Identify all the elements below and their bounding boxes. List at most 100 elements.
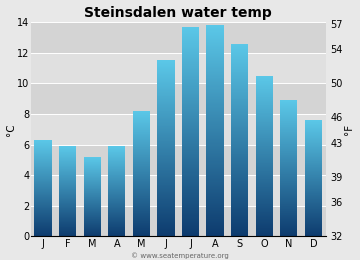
Bar [182, 198, 199, 199]
Bar [35, 215, 51, 216]
Bar [207, 77, 224, 78]
Bar [182, 144, 199, 145]
Bar [280, 220, 297, 221]
Bar [207, 98, 224, 99]
Bar [207, 61, 224, 62]
Bar [256, 81, 273, 82]
Bar [280, 214, 297, 215]
Bar [207, 199, 224, 200]
Bar [35, 193, 51, 194]
Bar [157, 98, 175, 99]
Bar [157, 122, 175, 123]
Bar [231, 105, 248, 106]
Bar [157, 170, 175, 171]
Bar [84, 185, 101, 186]
Bar [157, 66, 175, 67]
Bar [182, 73, 199, 74]
Bar [256, 195, 273, 196]
Bar [108, 211, 125, 212]
Bar [157, 65, 175, 66]
Bar [157, 114, 175, 115]
Bar [35, 204, 51, 205]
Bar [84, 213, 101, 214]
Bar [207, 177, 224, 178]
Bar [305, 129, 322, 130]
Bar [35, 207, 51, 208]
Bar [59, 208, 76, 209]
Bar [305, 189, 322, 190]
Bar [133, 192, 150, 193]
Bar [207, 48, 224, 49]
Bar [182, 172, 199, 173]
Bar [305, 153, 322, 154]
Bar [59, 201, 76, 202]
Bar [133, 190, 150, 191]
Bar [182, 35, 199, 36]
Bar [35, 194, 51, 195]
Bar [231, 147, 248, 148]
Bar [231, 166, 248, 167]
Bar [305, 154, 322, 155]
Bar [182, 30, 199, 31]
Bar [231, 191, 248, 192]
Bar [157, 142, 175, 143]
Bar [280, 143, 297, 144]
Bar [133, 233, 150, 234]
Bar [182, 99, 199, 100]
Bar [84, 196, 101, 197]
Text: © www.seatemperature.org: © www.seatemperature.org [131, 252, 229, 259]
Bar [207, 146, 224, 147]
Bar [182, 60, 199, 61]
Bar [231, 217, 248, 218]
Bar [157, 79, 175, 80]
Bar [182, 122, 199, 123]
Bar [133, 235, 150, 236]
Bar [108, 228, 125, 229]
Bar [35, 145, 51, 146]
Bar [231, 53, 248, 54]
Bar [231, 50, 248, 51]
Bar [207, 188, 224, 189]
Bar [256, 104, 273, 105]
Bar [280, 205, 297, 206]
Bar [280, 147, 297, 148]
Bar [280, 187, 297, 188]
Bar [182, 63, 199, 64]
Bar [59, 159, 76, 160]
Bar [182, 225, 199, 226]
Bar [59, 147, 76, 148]
Bar [207, 45, 224, 46]
Bar [305, 194, 322, 195]
Bar [207, 139, 224, 140]
Bar [231, 99, 248, 100]
Bar [305, 137, 322, 138]
Bar [157, 82, 175, 83]
Bar [305, 130, 322, 131]
Bar [280, 201, 297, 202]
Bar [133, 151, 150, 152]
Bar [207, 167, 224, 168]
Bar [35, 197, 51, 198]
Bar [305, 167, 322, 168]
Bar [256, 172, 273, 173]
Bar [182, 136, 199, 137]
Bar [84, 161, 101, 162]
Bar [182, 48, 199, 49]
Bar [35, 143, 51, 144]
Bar [108, 170, 125, 171]
Bar [84, 165, 101, 166]
Bar [280, 194, 297, 195]
Bar [35, 162, 51, 163]
Bar [182, 79, 199, 80]
Bar [84, 230, 101, 231]
Bar [280, 185, 297, 186]
Bar [157, 203, 175, 204]
Bar [182, 105, 199, 106]
Bar [256, 183, 273, 184]
Bar [182, 57, 199, 58]
Bar [231, 224, 248, 225]
Bar [157, 209, 175, 210]
Bar [59, 209, 76, 210]
Bar [157, 213, 175, 214]
Bar [280, 142, 297, 143]
